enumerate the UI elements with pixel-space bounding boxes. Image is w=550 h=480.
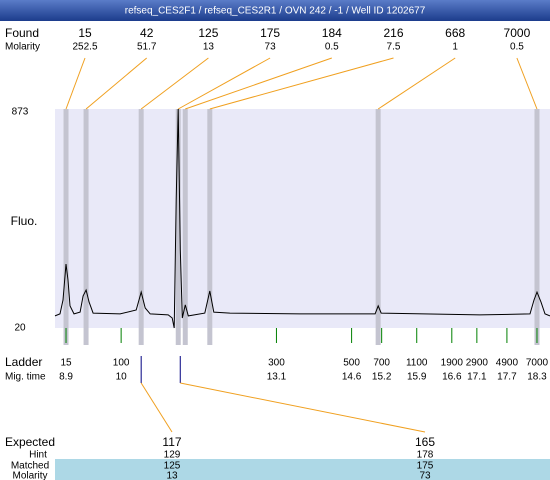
- mig-time-label: Mig. time: [5, 372, 46, 383]
- found-molarity: 73: [265, 42, 277, 53]
- peak-connector: [209, 57, 394, 110]
- ladder-time: 17.1: [467, 372, 487, 383]
- ladder-size: 100: [113, 358, 130, 369]
- peak-connector: [185, 57, 332, 110]
- peak-connector: [178, 57, 271, 110]
- found-size: 184: [322, 26, 342, 40]
- found-size: 125: [198, 26, 218, 40]
- ladder-size: 500: [343, 358, 360, 369]
- ladder-time: 10: [116, 372, 128, 383]
- found-size: 668: [445, 26, 465, 40]
- trace: [54, 108, 550, 329]
- ladder-size: 1100: [406, 358, 428, 369]
- matched-band: [55, 459, 550, 480]
- ladder-size: 1900: [441, 358, 464, 369]
- found-label: Found: [5, 26, 39, 40]
- found-size: 175: [260, 26, 280, 40]
- ladder-time: 18.3: [527, 372, 547, 383]
- ladder-time: 16.6: [442, 372, 462, 383]
- matched-label: Matched: [11, 461, 49, 472]
- peak-band: [375, 109, 381, 345]
- found-molarity: 252.5: [72, 42, 97, 53]
- found-molarity: 0.5: [510, 42, 524, 53]
- y-tick-label: 20: [14, 323, 26, 334]
- ladder-time: 8.9: [59, 372, 73, 383]
- found-molarity: 7.5: [387, 42, 401, 53]
- peak-band: [534, 109, 540, 345]
- peak-band: [83, 109, 89, 345]
- found-size: 15: [78, 26, 92, 40]
- ladder-size: 700: [373, 358, 390, 369]
- peak-connector: [516, 57, 538, 110]
- peak-band: [175, 109, 181, 345]
- hint-size: 178: [417, 450, 434, 461]
- peak-band: [207, 109, 213, 345]
- found-molarity: 51.7: [137, 42, 157, 53]
- found-size: 7000: [504, 26, 531, 40]
- matched-molarity: 73: [419, 471, 431, 480]
- ladder-time: 17.7: [497, 372, 517, 383]
- expected-size: 165: [415, 435, 435, 449]
- molarity-label: Molarity: [12, 471, 47, 480]
- peak-connector: [140, 57, 209, 110]
- expected-size: 117: [162, 435, 181, 449]
- peak-connector: [65, 57, 86, 110]
- hint-label: Hint: [29, 450, 47, 461]
- y-tick-label: 873: [12, 107, 29, 118]
- ladder-size: 4900: [496, 358, 519, 369]
- matched-molarity: 13: [166, 471, 178, 480]
- peak-band: [138, 109, 144, 345]
- found-molarity: 1: [452, 42, 458, 53]
- title: refseq_CES2F1 / refseq_CES2R1 / OVN 242 …: [125, 6, 426, 17]
- expected-label: Expected: [5, 435, 55, 449]
- found-size: 42: [140, 26, 154, 40]
- ladder-time: 15.9: [407, 372, 427, 383]
- hint-size: 129: [164, 450, 181, 461]
- found-molarity: 0.5: [325, 42, 339, 53]
- ladder-label: Ladder: [5, 355, 42, 369]
- y-axis-label: Fluo.: [11, 214, 38, 228]
- title-bar: [0, 0, 550, 21]
- ladder-size: 2900: [466, 358, 489, 369]
- peak-connector: [377, 57, 456, 110]
- found-molarity: 13: [203, 42, 215, 53]
- matched-size: 125: [164, 461, 181, 472]
- peak-band: [63, 109, 69, 345]
- ladder-time: 15.2: [372, 372, 392, 383]
- ladder-size: 7000: [526, 358, 549, 369]
- molarity-label: Molarity: [5, 42, 40, 53]
- ladder-time: 13.1: [267, 372, 287, 383]
- expected-connector: [140, 382, 173, 433]
- ladder-time: 14.6: [342, 372, 362, 383]
- found-size: 216: [383, 26, 403, 40]
- plot-area: [55, 109, 550, 328]
- ladder-size: 15: [60, 358, 72, 369]
- peak-connector: [85, 57, 148, 110]
- matched-size: 175: [417, 461, 434, 472]
- peak-band: [182, 109, 188, 345]
- ladder-size: 300: [268, 358, 285, 369]
- expected-connector: [180, 382, 426, 433]
